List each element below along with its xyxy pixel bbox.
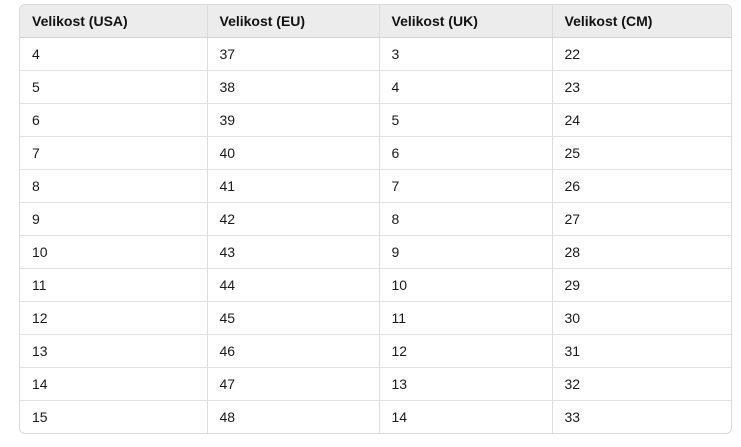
table-cell-cm: 27	[552, 202, 731, 236]
table-cell-uk: 8	[379, 202, 553, 236]
table-cell-cm: 25	[552, 136, 731, 170]
table-cell-uk: 3	[379, 37, 553, 71]
table-row: 6 39 5 24	[20, 103, 731, 137]
table-cell-uk: 4	[379, 70, 553, 104]
column-header-eu: Velikost (EU)	[207, 5, 380, 38]
table-cell-cm: 31	[552, 334, 731, 368]
table-cell-usa: 10	[20, 235, 208, 269]
table-cell-eu: 38	[207, 70, 380, 104]
table-row: 4 37 3 22	[20, 37, 731, 71]
table-cell-usa: 11	[20, 268, 208, 302]
table-cell-usa: 12	[20, 301, 208, 335]
table-cell-cm: 30	[552, 301, 731, 335]
table-cell-usa: 15	[20, 400, 208, 433]
table-cell-usa: 7	[20, 136, 208, 170]
table-cell-cm: 26	[552, 169, 731, 203]
table-row: 15 48 14 33	[20, 400, 731, 433]
table-cell-cm: 33	[564, 408, 581, 425]
table-cell-usa: 8	[20, 169, 208, 203]
header-row: Velikost (USA) Velikost (EU) Velikost (U…	[20, 5, 731, 38]
table-cell-cm: 24	[552, 103, 731, 137]
table-cell-uk: 9	[379, 235, 553, 269]
table-header: Velikost (USA) Velikost (EU) Velikost (U…	[20, 5, 731, 38]
table-cell-eu: 41	[207, 169, 380, 203]
table-row: 12 45 11 30	[20, 301, 731, 335]
table-cell-eu: 44	[207, 268, 380, 302]
table-cell-cm: 29	[552, 268, 731, 302]
table-cell-cm: 32	[552, 367, 731, 401]
table-row: 10 43 9 28	[20, 235, 731, 269]
table-row: 8 41 7 26	[20, 169, 731, 203]
table-cell-cm: 28	[552, 235, 731, 269]
size-chart-table-container: Velikost (USA) Velikost (EU) Velikost (U…	[19, 4, 732, 434]
table-cell-usa: 5	[20, 70, 208, 104]
table-cell-cm: 23	[552, 70, 731, 104]
table-row: 11 44 10 29	[20, 268, 731, 302]
table-cell-usa: 4	[20, 37, 208, 71]
table-cell-eu: 46	[207, 334, 380, 368]
table-cell-cm: 22	[552, 37, 731, 71]
table-cell-usa: 13	[20, 334, 208, 368]
table-cell-eu: 48	[207, 400, 380, 433]
table-cell-usa: 9	[20, 202, 208, 236]
table-cell-uk: 11	[379, 301, 553, 335]
table-body: 4 37 3 22 5 38 4 23 6 39 5 24 7 40 6 25 8 41 7 26 9 42 8 27 10 43…	[20, 37, 731, 433]
table-cell-eu: 43	[207, 235, 380, 269]
column-header-usa: Velikost (USA)	[20, 5, 208, 38]
column-header-uk: Velikost (UK)	[379, 5, 553, 38]
column-header-cm: Velikost (CM)	[552, 5, 731, 38]
table-cell-eu: 45	[207, 301, 380, 335]
table-row: 5 38 4 23	[20, 70, 731, 104]
table-cell-eu: 42	[207, 202, 380, 236]
table-cell-uk: 6	[379, 136, 553, 170]
size-chart-table: Velikost (USA) Velikost (EU) Velikost (U…	[20, 5, 731, 433]
table-cell-uk: 5	[379, 103, 553, 137]
table-cell-usa: 14	[20, 367, 208, 401]
table-cell-uk: 7	[379, 169, 553, 203]
table-cell-uk: 14	[379, 400, 553, 433]
table-cell-uk: 10	[379, 268, 553, 302]
table-cell-usa: 6	[20, 103, 208, 137]
table-cell-eu: 47	[207, 367, 380, 401]
table-row: 7 40 6 25	[20, 136, 731, 170]
table-cell-uk: 13	[379, 367, 553, 401]
table-cell-eu: 39	[207, 103, 380, 137]
table-cell-eu: 40	[207, 136, 380, 170]
table-row: 14 47 13 32	[20, 367, 731, 401]
table-row: 9 42 8 27	[20, 202, 731, 236]
table-cell-eu: 37	[207, 37, 380, 71]
table-cell-uk: 12	[379, 334, 553, 368]
table-row: 13 46 12 31	[20, 334, 731, 368]
